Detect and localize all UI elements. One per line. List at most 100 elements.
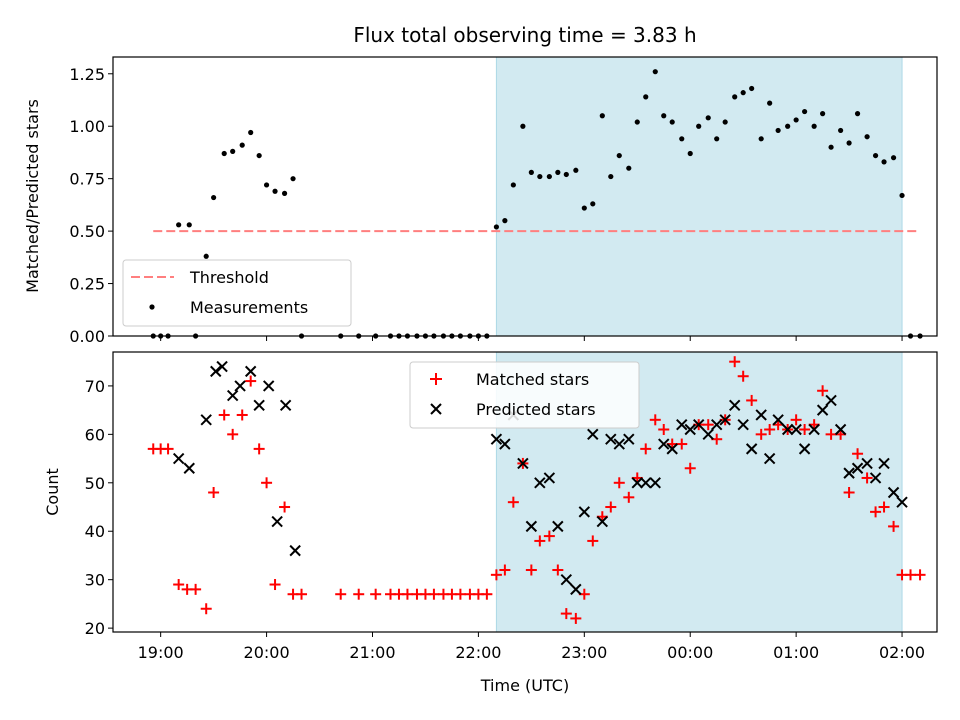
matched-star-point — [676, 438, 688, 450]
matched-star-point — [401, 588, 413, 600]
predicted-star-point — [745, 443, 758, 455]
matched-star-point — [428, 588, 440, 600]
ratio-legend-box — [122, 259, 352, 327]
predicted-star-point — [851, 462, 864, 474]
measurement-point — [599, 113, 605, 119]
matched-star-point — [296, 588, 308, 600]
legend-matched-label: Matched stars — [476, 370, 589, 389]
measurement-point — [696, 123, 702, 129]
matched-star-point — [852, 448, 864, 460]
predicted-star-point — [289, 544, 301, 557]
measurement-point — [811, 123, 817, 129]
x-tick-label: 20:00 — [244, 643, 290, 662]
matched-star-point — [454, 588, 466, 600]
x-tick-label: 01:00 — [773, 643, 819, 662]
predicted-star-point — [631, 477, 643, 489]
matched-star-point — [729, 356, 741, 368]
matched-star-point — [200, 603, 212, 615]
matched-star-point — [755, 428, 767, 440]
predicted-star-point — [861, 457, 873, 470]
legend-matched-swatch — [430, 373, 442, 385]
matched-star-point — [552, 564, 564, 576]
predicted-star-point — [719, 414, 731, 426]
matched-star-point — [190, 583, 202, 595]
predicted-star-point — [658, 438, 670, 450]
ratio-y-axis: 0.00 0.25 0.50 0.75 1.00 1.25 — [69, 65, 113, 346]
x-tick-label: 02:00 — [879, 643, 925, 662]
measurement-point — [520, 123, 526, 129]
y-tick-label: 0.75 — [69, 170, 105, 189]
predicted-star-point — [772, 414, 784, 426]
measurement-point — [608, 173, 614, 180]
matched-star-point — [870, 506, 882, 518]
matched-star-point — [227, 428, 239, 440]
predicted-star-point — [216, 360, 228, 373]
measurement-point — [573, 167, 579, 173]
predicted-star-point — [587, 428, 599, 441]
predicted-star-point — [183, 462, 195, 474]
matched-star-point — [702, 419, 714, 431]
matched-star-point — [878, 501, 890, 513]
legend-predicted-label: Predicted stars — [476, 400, 596, 419]
ratio-x-axis — [160, 336, 903, 341]
predicted-star-point — [552, 520, 564, 533]
predicted-star-point — [781, 423, 794, 436]
measurement-point — [687, 150, 693, 157]
measurement-point — [802, 108, 808, 115]
matched-star-point — [658, 424, 670, 436]
matched-star-point — [888, 520, 900, 532]
measurement-point — [890, 155, 897, 161]
matched-star-point — [914, 569, 926, 581]
measurement-point — [872, 152, 879, 159]
measurement-point — [256, 152, 262, 159]
predicted-star-point — [887, 486, 900, 499]
measurement-point — [793, 117, 799, 123]
ratio-shaded-region — [495, 56, 903, 337]
measurement-point — [679, 136, 685, 142]
measurement-point — [626, 165, 632, 171]
matched-star-point — [162, 443, 174, 455]
predicted-star-point — [728, 399, 741, 411]
y-tick-label: 0.50 — [69, 222, 105, 241]
predicted-star-point — [560, 573, 573, 586]
measurement-point — [714, 136, 720, 142]
legend-threshold-label: Threshold — [189, 268, 269, 287]
predicted-star-point — [517, 457, 529, 470]
predicted-star-point — [253, 399, 265, 411]
matched-star-point — [525, 564, 537, 576]
measurement-point — [221, 150, 227, 157]
count-points — [147, 356, 926, 624]
measurement-point — [785, 123, 791, 129]
count-legend-box — [409, 361, 640, 429]
y-tick-label: 1.00 — [69, 117, 105, 136]
matched-star-point — [587, 535, 599, 547]
measurement-point — [705, 115, 711, 121]
matched-star-point — [269, 579, 281, 591]
measurement-point — [749, 85, 755, 92]
predicted-star-point — [684, 423, 696, 436]
x-tick-label: 19:00 — [138, 643, 184, 662]
x-axis-label: Time (UTC) — [480, 676, 569, 695]
predicted-star-point — [605, 433, 617, 445]
predicted-star-point — [692, 418, 705, 431]
predicted-star-point — [843, 467, 855, 479]
predicted-star-point — [710, 418, 723, 431]
matched-star-point — [279, 501, 291, 513]
measurement-point — [758, 136, 764, 142]
matched-star-point — [208, 486, 220, 498]
matched-star-point — [560, 608, 572, 620]
matched-star-point — [817, 385, 829, 397]
predicted-star-point — [808, 423, 820, 436]
count-y-axis-label: Count — [43, 468, 62, 516]
measurement-point — [732, 94, 738, 100]
measurement-point — [740, 90, 746, 96]
predicted-star-point — [525, 520, 538, 533]
measurement-point — [643, 94, 649, 100]
measurement-point — [502, 218, 508, 224]
predicted-star-point — [816, 404, 829, 416]
predicted-star-point — [763, 452, 776, 465]
matched-star-point — [799, 424, 811, 436]
matched-star-point — [613, 477, 625, 489]
measurement-point — [211, 194, 217, 201]
